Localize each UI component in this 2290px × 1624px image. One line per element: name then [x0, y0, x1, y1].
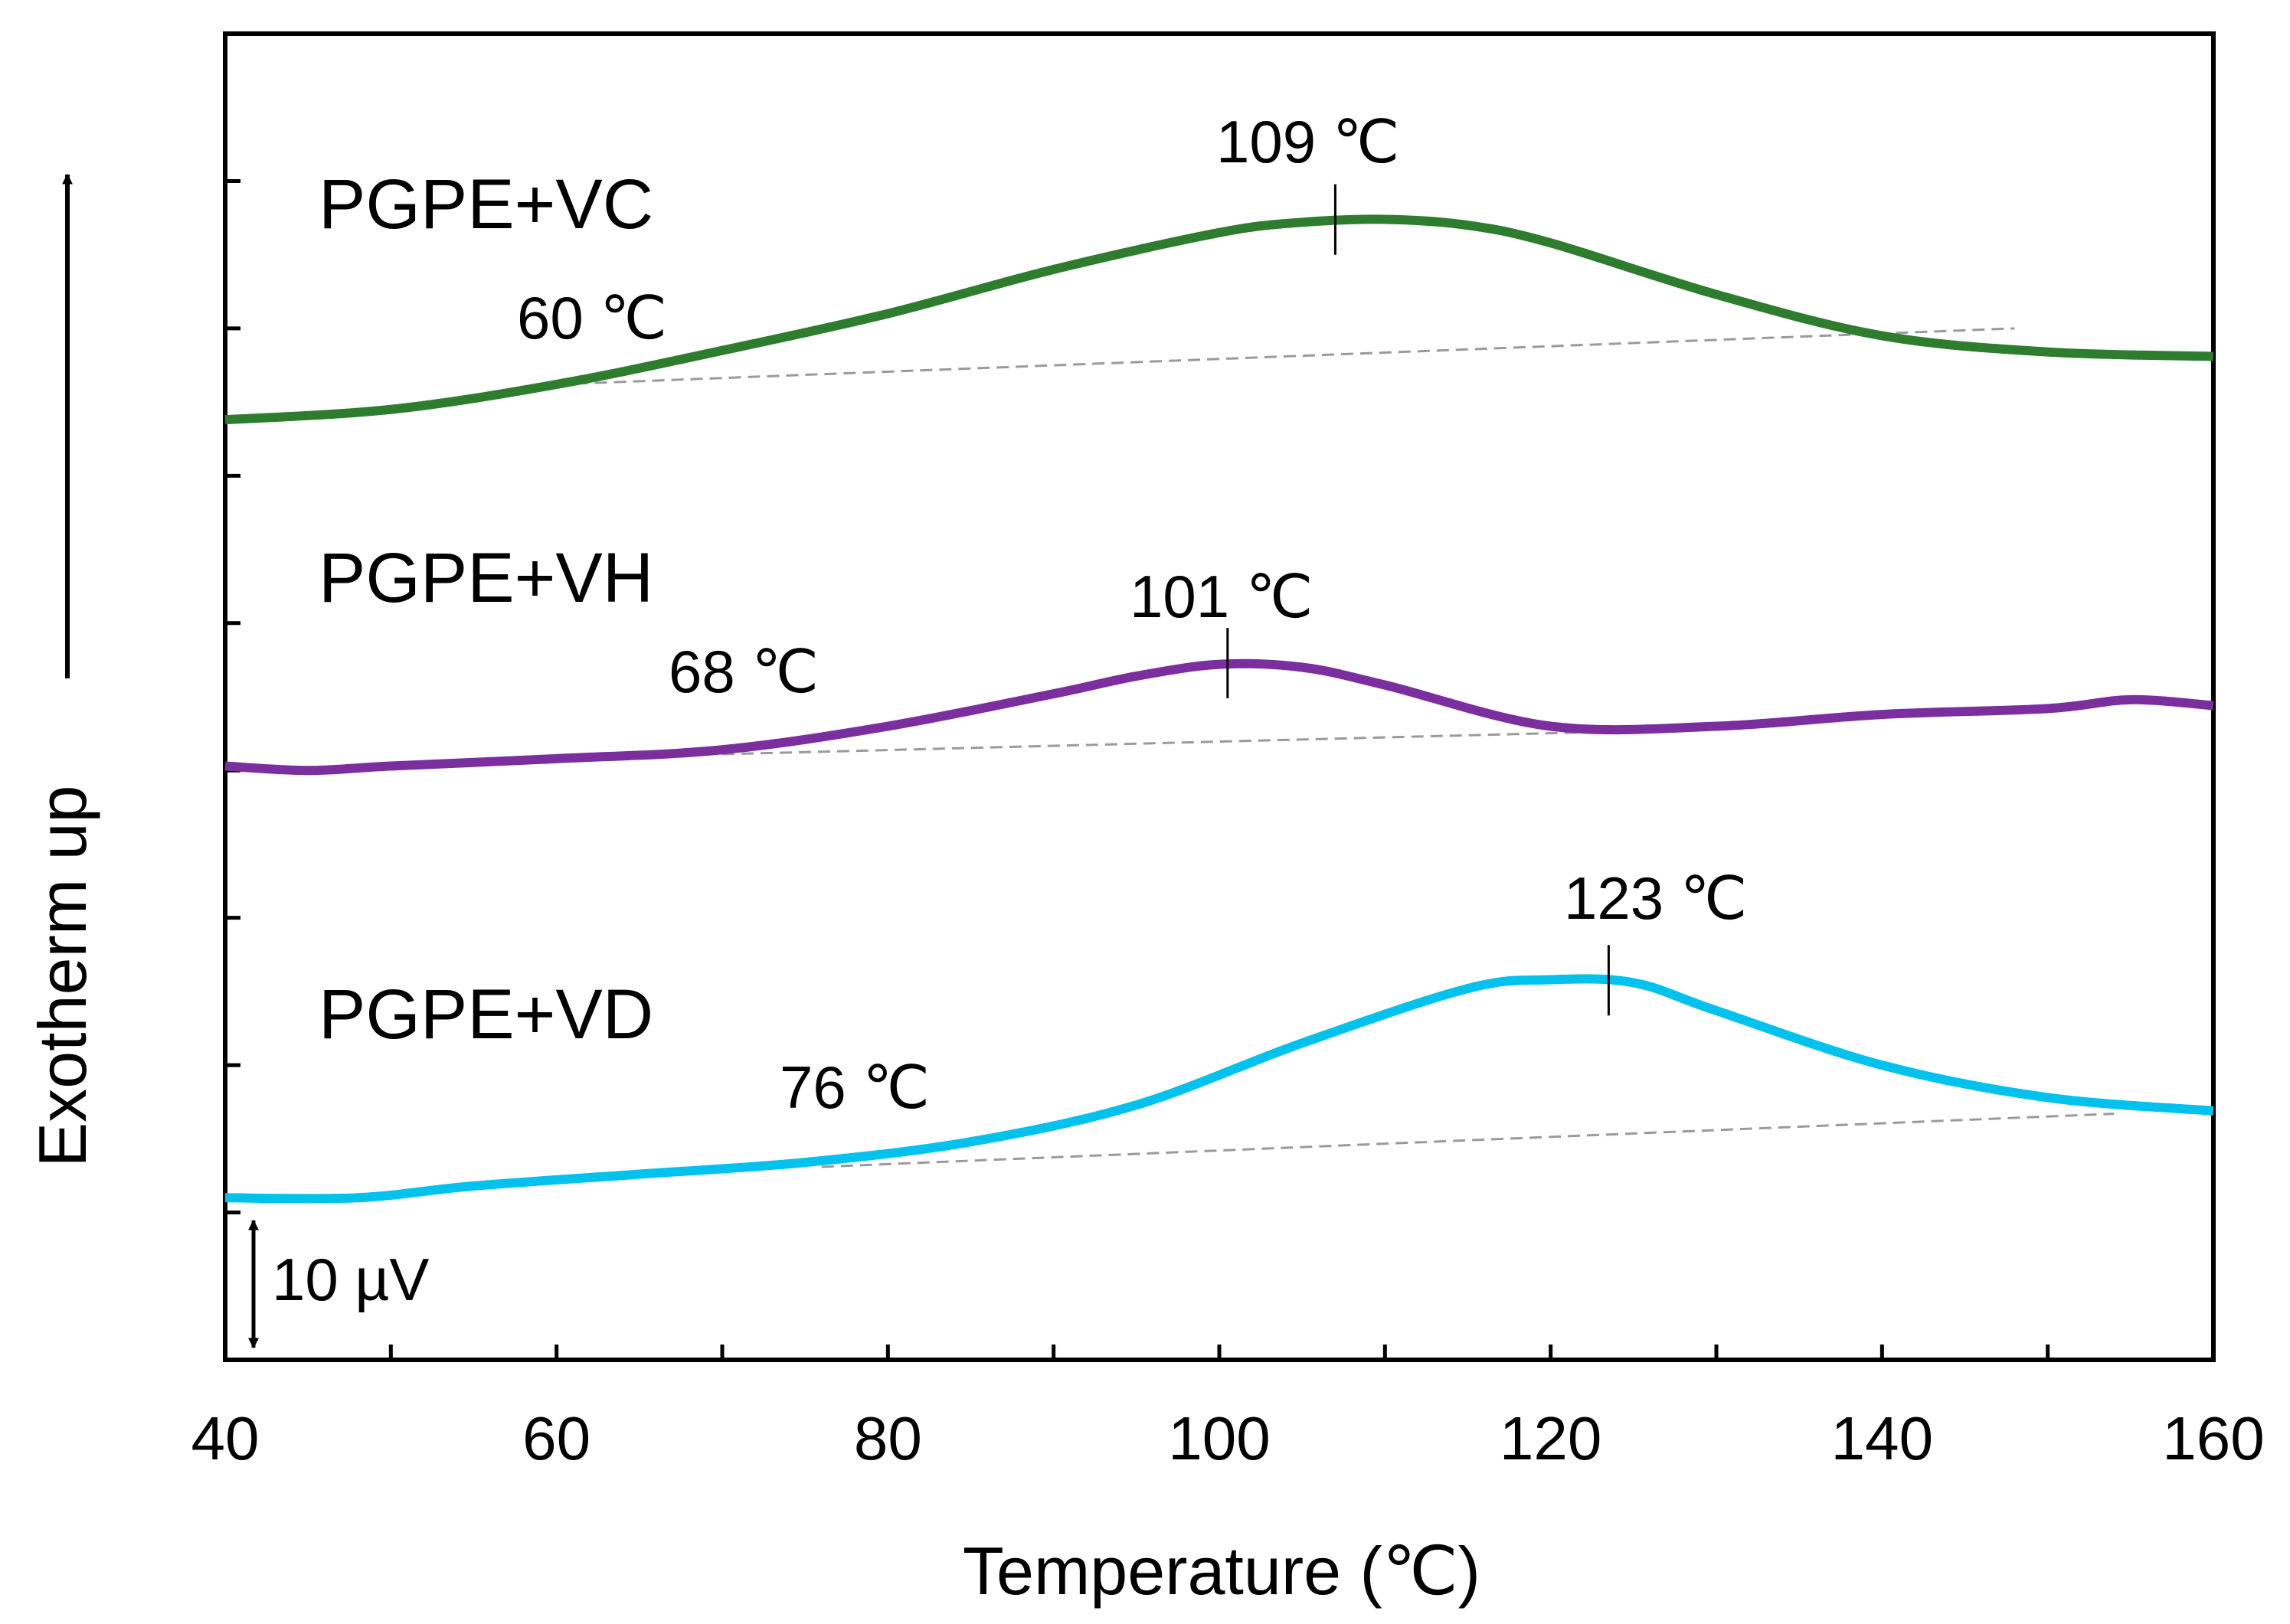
x-tick-label: 160 — [2162, 1404, 2264, 1472]
x-tick-label: 140 — [1831, 1404, 1933, 1472]
series-label-vd: PGPE+VD — [319, 975, 653, 1054]
series-curve-vc — [224, 214, 2214, 425]
series-curve-vh — [224, 658, 2214, 776]
baseline-vh — [721, 729, 1650, 756]
y-axis-ticks — [225, 31, 240, 1362]
onset-label-vc: 60 ℃ — [517, 284, 667, 351]
onset-label-vh: 68 ℃ — [669, 638, 819, 705]
x-axis-label: Temperature (℃) — [963, 1533, 1480, 1609]
series-label-vh: PGPE+VH — [319, 539, 653, 617]
x-axis-ticks — [223, 1345, 2216, 1360]
scale-bar-label: 10 µV — [272, 1246, 429, 1313]
curves — [224, 214, 2214, 1204]
series-curve-vd — [224, 974, 2214, 1204]
x-tick-label: 40 — [191, 1404, 260, 1472]
peak-label-vc: 109 ℃ — [1216, 108, 1399, 175]
peak-label-vd: 123 ℃ — [1564, 864, 1747, 932]
x-tick-label: 60 — [522, 1404, 590, 1472]
x-axis-tick-labels: 40 60 80 100 120 140 160 — [191, 1404, 2265, 1472]
baseline-vc — [556, 327, 2015, 386]
baseline-vd — [821, 1113, 2115, 1168]
series-label-vc: PGPE+VC — [319, 165, 653, 243]
onset-label-vd: 76 ℃ — [780, 1054, 930, 1121]
x-tick-label: 120 — [1500, 1404, 1601, 1472]
x-tick-label: 80 — [854, 1404, 922, 1472]
peak-markers — [1226, 184, 1610, 1016]
x-tick-label: 100 — [1168, 1404, 1270, 1472]
baselines — [556, 327, 2115, 1168]
peak-label-vh: 101 ℃ — [1130, 563, 1313, 630]
y-axis-label: Exotherm up — [25, 786, 100, 1168]
